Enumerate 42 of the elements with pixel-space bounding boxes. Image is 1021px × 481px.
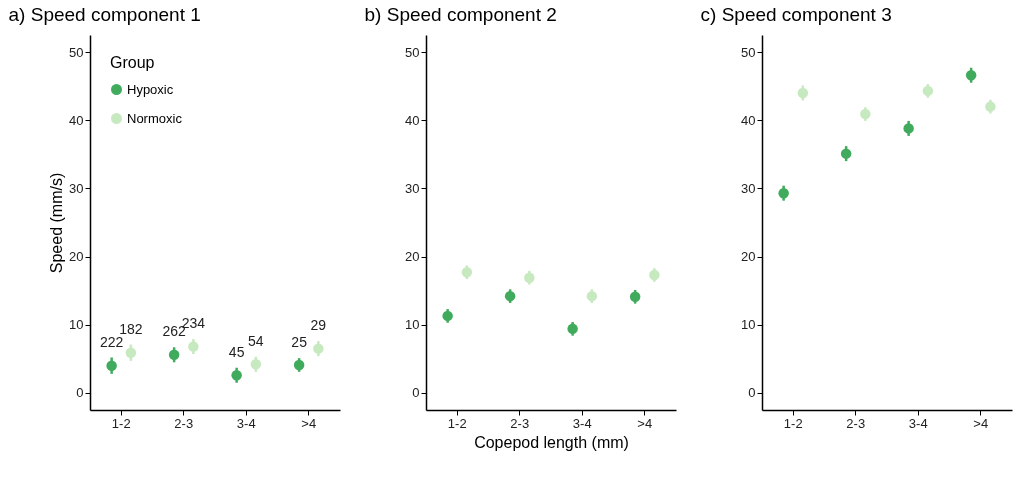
chart-title: b) Speed component 2 <box>364 4 557 25</box>
legend-title: Group <box>110 54 155 71</box>
x-tick-label: 2-3 <box>174 415 194 431</box>
x-axis-title: Copepod length (mm) <box>474 433 629 451</box>
x-tick-label: 3-4 <box>572 415 592 431</box>
y-tick-label: 10 <box>69 317 84 333</box>
y-tick-label: 30 <box>405 180 420 196</box>
y-tick-label: 20 <box>741 249 756 265</box>
y-tick-label: 40 <box>741 112 756 128</box>
y-tick-label: 0 <box>748 385 756 401</box>
y-tick-label: 50 <box>69 44 84 60</box>
x-tick-label: 1-2 <box>111 415 131 431</box>
legend-label: Normoxic <box>127 110 183 126</box>
annotation: 25 <box>291 334 308 351</box>
x-tick-label: >4 <box>637 415 653 431</box>
y-tick-label: 50 <box>405 44 420 60</box>
x-tick-label: 2-3 <box>510 415 530 431</box>
y-axis-title: Speed (mm/s) <box>48 172 66 274</box>
annotation: 54 <box>248 332 264 349</box>
legend-label: Hypoxic <box>127 81 174 97</box>
x-tick-label: 3-4 <box>908 415 928 431</box>
chart-title: c) Speed component 3 <box>700 4 892 25</box>
x-tick-label: >4 <box>301 415 317 431</box>
y-tick-label: 50 <box>741 44 756 60</box>
x-tick-label: 3-4 <box>236 415 256 431</box>
y-tick-label: 30 <box>741 180 756 196</box>
y-tick-label: 0 <box>76 385 84 401</box>
y-tick-label: 20 <box>69 249 84 265</box>
chart-title: a) Speed component 1 <box>8 4 201 25</box>
x-tick-label: >4 <box>973 415 989 431</box>
x-tick-label: 1-2 <box>447 415 467 431</box>
y-tick-label: 40 <box>69 112 84 128</box>
x-tick-label: 2-3 <box>846 415 866 431</box>
annotation: 29 <box>310 317 327 334</box>
y-tick-label: 0 <box>412 385 420 401</box>
x-tick-label: 1-2 <box>783 415 803 431</box>
y-tick-label: 20 <box>405 249 420 265</box>
y-tick-label: 40 <box>405 112 420 128</box>
y-tick-label: 10 <box>741 317 756 333</box>
y-tick-label: 30 <box>69 180 84 196</box>
annotation: 45 <box>228 343 245 360</box>
y-tick-label: 10 <box>405 317 420 333</box>
